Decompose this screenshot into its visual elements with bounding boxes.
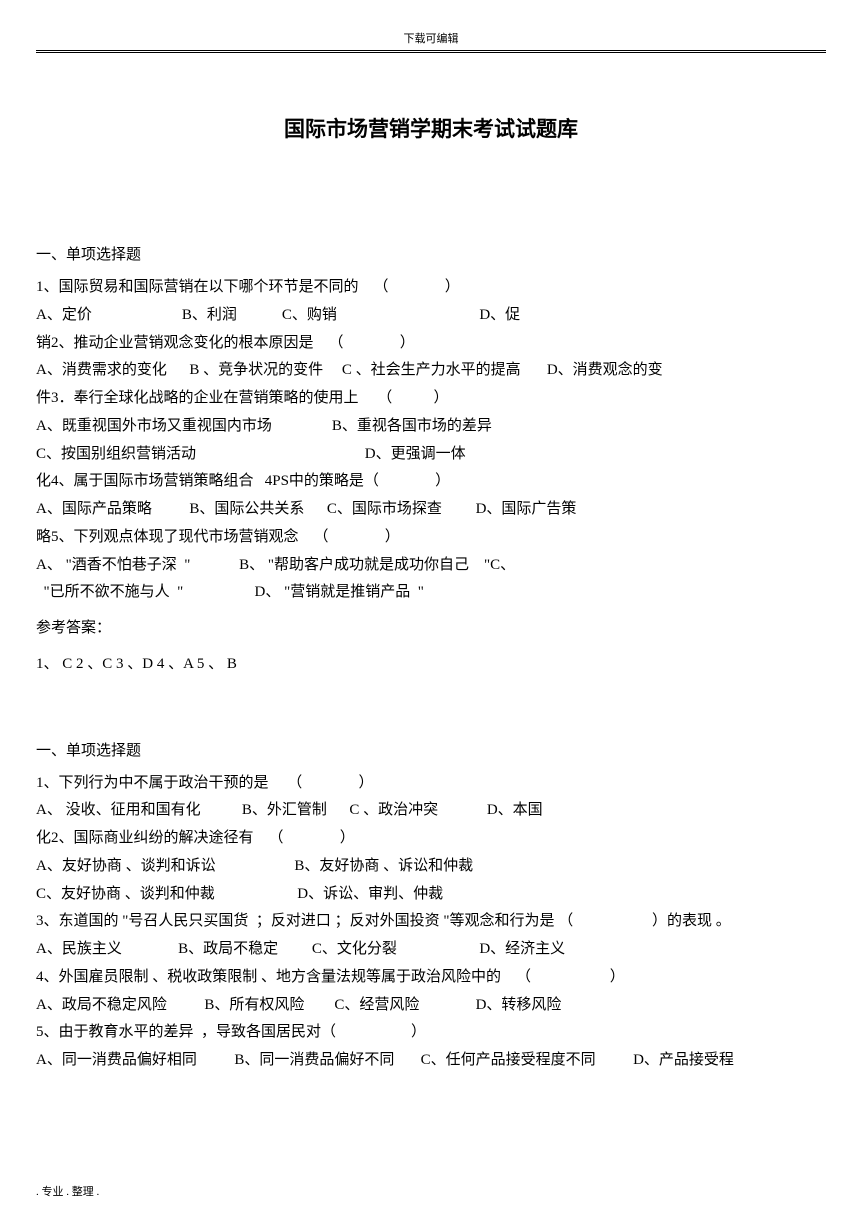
s2-q2: 化2、国际商业纠纷的解决途径有 （ ） [36,825,826,853]
page-title: 国际市场营销学期末考试试题库 [36,113,826,143]
s1-answer-label: 参考答案： [36,615,826,643]
s1-q1-options: A、定价 B、利润 C、购销 D、促 [36,302,826,330]
s1-q3-option-c: C、按国别组织营销活动 D、更强调一体 [36,441,826,469]
s1-q5: 略5、下列观点体现了现代市场营销观念 （ ） [36,524,826,552]
s2-q5-options: A、同一消费品偏好相同 B、同一消费品偏好不同 C、任何产品接受程度不同 D、产… [36,1047,826,1075]
section-gap [36,679,826,739]
s1-q5-option-c: "已所不欲不施与人 " D、 "营销就是推销产品 " [36,579,826,607]
s1-q3: 件3．奉行全球化战略的企业在营销策略的使用上 （ ） [36,385,826,413]
header-watermark: 下载可编辑 [36,30,826,46]
s1-q4-options: A、国际产品策略 B、国际公共关系 C、国际市场探查 D、国际广告策 [36,496,826,524]
s1-q5-option-a: A、 "酒香不怕巷子深 " B、 "帮助客户成功就是成功你自己 "C、 [36,552,826,580]
s1-q4: 化4、属于国际市场营销策略组合 4PS中的策略是（ ） [36,468,826,496]
s1-q2-options: A、消费需求的变化 B 、竞争状况的变件 C 、社会生产力水平的提高 D、消费观… [36,357,826,385]
s2-q2-option-c: C、友好协商 、谈判和仲裁 D、诉讼、审判、仲裁 [36,881,826,909]
s1-q1: 1、国际贸易和国际营销在以下哪个环节是不同的 （ ） [36,274,826,302]
footer-text: . 专业 . 整理 . [36,1183,99,1199]
s2-q3-options: A、民族主义 B、政局不稳定 C、文化分裂 D、经济主义 [36,936,826,964]
s2-q4-options: A、政局不稳定风险 B、所有权风险 C、经营风险 D、转移风险 [36,992,826,1020]
header-divider [36,50,826,53]
section2-heading: 一、单项选择题 [36,739,826,760]
s1-answers: 1、 C 2 、C 3 、D 4 、A 5 、 B [36,651,826,679]
section1-heading: 一、单项选择题 [36,243,826,264]
s2-q2-option-a: A、友好协商 、谈判和诉讼 B、友好协商 、诉讼和仲裁 [36,853,826,881]
s2-q1-options: A、 没收、征用和国有化 B、外汇管制 C 、政治冲突 D、本国 [36,797,826,825]
s2-q1: 1、下列行为中不属于政治干预的是 （ ） [36,770,826,798]
s2-q3: 3、东道国的 "号召人民只买国货 ；反对进口 ；反对外国投资 "等观念和行为是 … [36,908,826,936]
s2-q5: 5、由于教育水平的差异 ，导致各国居民对（ ） [36,1019,826,1047]
s1-q2: 销2、推动企业营销观念变化的根本原因是 （ ） [36,330,826,358]
s1-q3-option-a: A、既重视国外市场又重视国内市场 B、重视各国市场的差异 [36,413,826,441]
s2-q4: 4、外国雇员限制 、税收政策限制 、地方含量法规等属于政治风险中的 （ ） [36,964,826,992]
